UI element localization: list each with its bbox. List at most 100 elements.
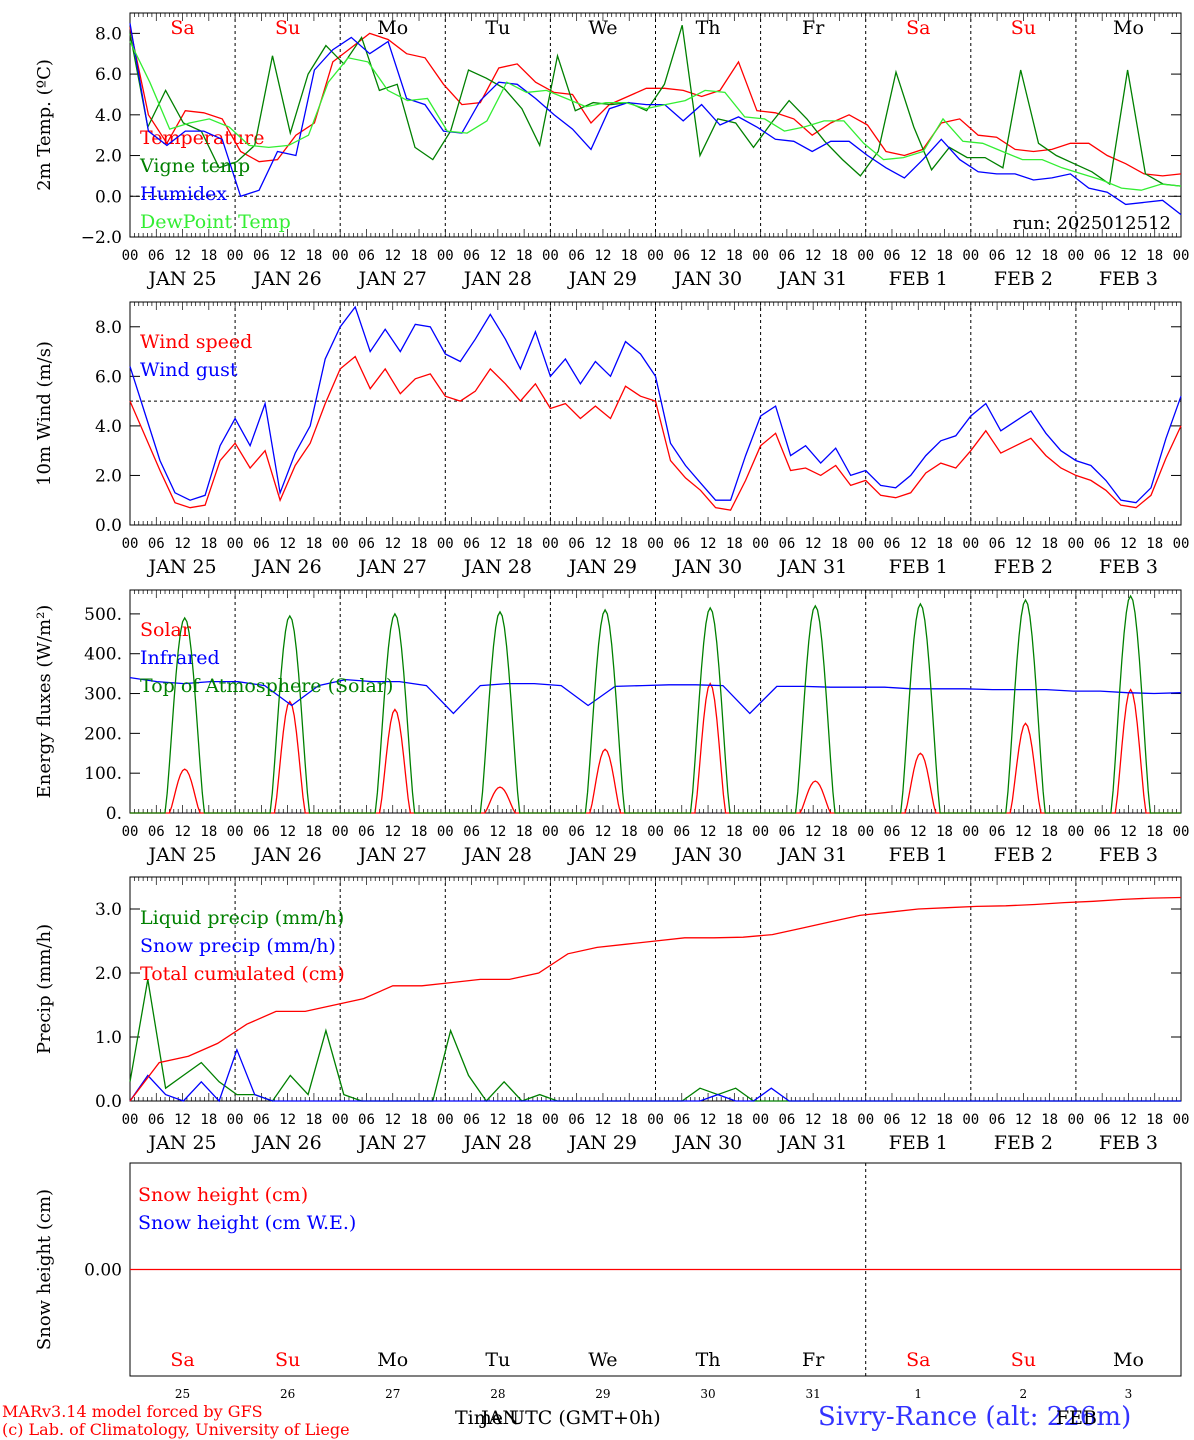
weekday-label-bottom: Su <box>1011 1349 1036 1371</box>
date-label: JAN 25 <box>146 268 216 290</box>
legend-entry: Total cumulated (cm) <box>140 963 345 985</box>
hour-label: 00 <box>962 536 979 552</box>
y-tick-label: 0.0 <box>95 1092 122 1112</box>
date-label: FEB 1 <box>889 844 948 866</box>
hour-label: 06 <box>148 824 165 840</box>
y-tick-label: 4.0 <box>95 417 122 437</box>
hour-label: 00 <box>122 248 139 264</box>
hour-label: 18 <box>621 536 638 552</box>
weekday-label-top: Sa <box>170 17 194 39</box>
date-label: JAN 31 <box>777 556 847 578</box>
weekday-label-top: Fr <box>802 17 825 39</box>
hour-label: 18 <box>411 248 428 264</box>
series-line-0-1 <box>129 25 1182 187</box>
hour-label: 18 <box>516 248 533 264</box>
y-tick-label: −2.0 <box>81 228 122 248</box>
hour-label: 06 <box>568 1112 585 1128</box>
y-tick-label: 8.0 <box>95 24 122 44</box>
hour-label: 06 <box>148 248 165 264</box>
date-label: JAN 25 <box>146 844 216 866</box>
hour-label: 18 <box>726 1112 743 1128</box>
y-axis-label: Energy fluxes (W/m²) <box>34 605 55 799</box>
weekday-label-bottom: Su <box>275 1349 300 1371</box>
legend-entry: Snow height (cm) <box>138 1184 308 1206</box>
day-number: 3 <box>1125 1387 1133 1401</box>
hour-label: 06 <box>463 1112 480 1128</box>
hour-label: 18 <box>1041 248 1058 264</box>
legend-entry: Top of Atmosphere (Solar) <box>140 675 393 697</box>
weekday-label-top: Su <box>1011 17 1036 39</box>
hour-label: 18 <box>831 824 848 840</box>
hour-label: 12 <box>805 824 822 840</box>
series-line-3-1 <box>129 1047 1181 1103</box>
legend-entry: Wind speed <box>140 331 252 353</box>
x-axis-label-overlap2: FEB <box>1056 1407 1098 1429</box>
hour-label: 00 <box>227 248 244 264</box>
date-label: FEB 3 <box>1099 1132 1158 1154</box>
hour-label: 00 <box>857 536 874 552</box>
y-tick-label: 3.0 <box>95 900 122 920</box>
hour-label: 18 <box>621 1112 638 1128</box>
hour-label: 18 <box>1041 536 1058 552</box>
date-label: JAN 28 <box>462 268 532 290</box>
hour-label: 18 <box>831 1112 848 1128</box>
hour-label: 12 <box>384 248 401 264</box>
date-label: JAN 30 <box>672 556 742 578</box>
hour-label: 00 <box>857 1112 874 1128</box>
hour-label: 12 <box>174 824 191 840</box>
weekday-label-bottom: Sa <box>170 1349 194 1371</box>
hour-label: 00 <box>962 824 979 840</box>
hour-label: 00 <box>647 248 664 264</box>
date-label: JAN 30 <box>672 268 742 290</box>
y-axis-label: Precip (mm/h) <box>34 924 55 1054</box>
y-tick-label: 0.00 <box>84 1261 122 1281</box>
date-label: JAN 31 <box>777 268 847 290</box>
panel-frame-2 <box>129 589 1182 814</box>
hour-label: 18 <box>411 536 428 552</box>
y-tick-label: 6.0 <box>95 367 122 387</box>
y-tick-label: 100. <box>84 764 122 784</box>
legend-entry: DewPoint Temp <box>140 211 291 233</box>
series-line-3-2 <box>129 896 1182 1102</box>
hour-label: 12 <box>595 1112 612 1128</box>
day-number: 26 <box>280 1387 295 1401</box>
date-label: JAN 27 <box>357 556 427 578</box>
hour-label: 00 <box>752 824 769 840</box>
weekday-label-top: Tu <box>485 17 510 39</box>
hour-label: 00 <box>437 248 454 264</box>
y-tick-label: 4.0 <box>95 106 122 126</box>
day-number: 28 <box>490 1387 505 1401</box>
station-title: Sivry-Rance (alt: 226m) <box>818 1402 1132 1432</box>
date-label: JAN 28 <box>462 844 532 866</box>
hour-label: 12 <box>489 536 506 552</box>
hour-label: 06 <box>989 248 1006 264</box>
y-tick-label: 0. <box>106 804 122 824</box>
date-label: FEB 3 <box>1099 556 1158 578</box>
weekday-label-top: We <box>588 17 617 39</box>
hour-label: 12 <box>595 824 612 840</box>
date-label: JAN 27 <box>357 268 427 290</box>
legend-entry: Snow height (cm W.E.) <box>138 1212 356 1234</box>
hour-label: 12 <box>279 248 296 264</box>
hour-label: 18 <box>200 536 217 552</box>
weekday-label-top: Th <box>696 17 721 39</box>
legend-entry: Temperature <box>140 127 264 149</box>
hour-label: 00 <box>542 248 559 264</box>
run-annotation: run: 2025012512 <box>1013 213 1171 234</box>
y-tick-label: 6.0 <box>95 65 122 85</box>
y-tick-label: 300. <box>84 685 122 705</box>
day-number: 31 <box>806 1387 821 1401</box>
hour-label: 00 <box>437 536 454 552</box>
hour-label: 12 <box>910 1112 927 1128</box>
hour-label: 18 <box>1146 536 1163 552</box>
hour-label: 06 <box>778 536 795 552</box>
hour-label: 06 <box>884 824 901 840</box>
hour-label: 00 <box>752 248 769 264</box>
hour-label: 06 <box>673 1112 690 1128</box>
hour-label: 12 <box>805 536 822 552</box>
date-label: JAN 27 <box>357 844 427 866</box>
legend-entry: Solar <box>140 619 192 641</box>
hour-label: 06 <box>673 536 690 552</box>
hour-label: 18 <box>1146 1112 1163 1128</box>
hour-label: 12 <box>174 248 191 264</box>
